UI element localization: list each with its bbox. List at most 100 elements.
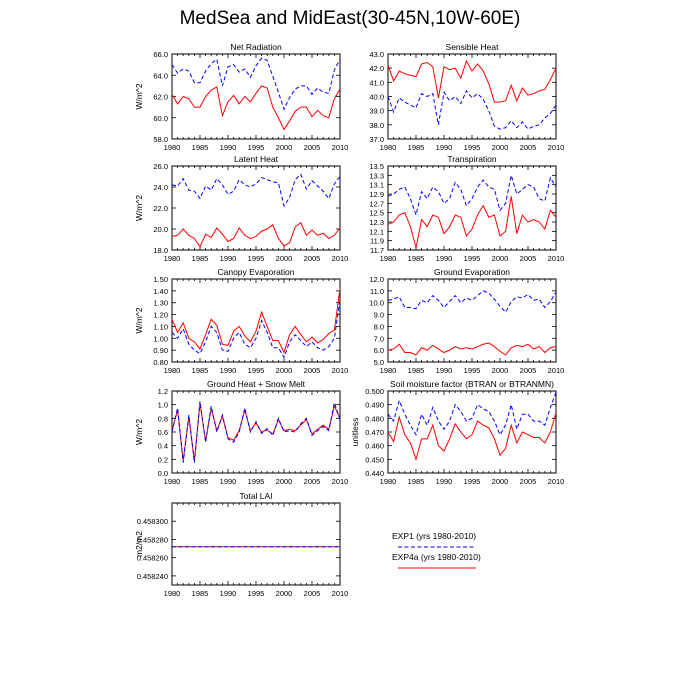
y-tick-label: 43.0 (369, 50, 384, 59)
x-tick-label: 2000 (276, 254, 293, 263)
x-tick-label: 2005 (304, 477, 321, 486)
x-tick-label: 1995 (248, 477, 265, 486)
x-tick-label: 1995 (248, 366, 265, 375)
panel-title: Transpiration (447, 154, 497, 164)
panel-title: Canopy Evaporation (217, 267, 294, 277)
series-line-exp4a (387, 59, 557, 103)
x-tick-label: 1985 (192, 254, 209, 263)
panel-title: Ground Evaporation (434, 267, 510, 277)
series-line-exp1 (171, 57, 341, 111)
x-tick-label: 1990 (220, 254, 237, 263)
x-tick-label: 2000 (276, 143, 293, 152)
x-tick-label: 2000 (276, 589, 293, 598)
x-tick-label: 1995 (248, 254, 265, 263)
x-tick-label: 2005 (520, 477, 537, 486)
x-tick-label: 1980 (164, 589, 181, 598)
x-tick-label: 1990 (436, 254, 453, 263)
y-tick-label: 37.0 (369, 135, 384, 144)
x-tick-label: 1985 (408, 254, 425, 263)
y-tick-label: 0.490 (365, 401, 384, 410)
x-tick-label: 2000 (492, 143, 509, 152)
y-tick-label: 60.0 (153, 114, 168, 123)
y-tick-label: 12.5 (369, 209, 384, 218)
legend-label-exp1: EXP1 (yrs 1980-2010) (392, 531, 476, 541)
x-tick-label: 2000 (276, 366, 293, 375)
x-tick-label: 2010 (332, 589, 349, 598)
panel-title: Latent Heat (234, 154, 279, 164)
x-tick-label: 1995 (464, 254, 481, 263)
panel-2: Sensible Heat 1980 1985 1990 1995 2000 2005 201… (369, 42, 564, 152)
y-tick-label: 13.5 (369, 162, 384, 171)
panel-5: Canopy Evaporation W/m^2 1980 1985 1990 1995 2… (134, 267, 348, 375)
y-tick-label: 0.80 (153, 358, 168, 367)
y-tick-label: 10.0 (369, 299, 384, 308)
x-tick-label: 2010 (548, 366, 565, 375)
x-tick-label: 1980 (380, 143, 397, 152)
legend: EXP1 (yrs 1980-2010) EXP4a (yrs 1980-2010… (392, 531, 481, 569)
y-tick-label: 0.500 (365, 387, 384, 396)
y-tick-label: 5.0 (374, 358, 384, 367)
panel-3: Latent Heat W/m^2 1980 1985 1990 1995 2000 2005… (134, 154, 348, 263)
y-tick-label: 12.1 (369, 227, 384, 236)
y-tick-label: 0.458280 (137, 535, 168, 544)
y-tick-label: 1.2 (158, 387, 168, 396)
panel-6: Ground Evaporation 1980 1985 1990 1995 2000 20… (369, 267, 564, 375)
y-tick-label: 22.0 (153, 204, 168, 213)
x-tick-label: 2010 (548, 143, 565, 152)
x-tick-label: 1985 (192, 477, 209, 486)
y-axis-label: W/m^2 (134, 83, 144, 109)
y-tick-label: 11.9 (370, 237, 384, 246)
y-tick-label: 0.6 (158, 428, 168, 437)
series-line-exp1 (171, 173, 341, 208)
y-tick-label: 0.470 (365, 428, 384, 437)
plot-frame (387, 53, 557, 140)
x-tick-label: 2000 (492, 477, 509, 486)
y-tick-label: 12.7 (369, 199, 384, 208)
x-tick-label: 1985 (192, 143, 209, 152)
y-tick-label: 0.458240 (137, 572, 168, 581)
x-tick-label: 1980 (380, 366, 397, 375)
x-tick-label: 2010 (332, 477, 349, 486)
panel-8: Soil moisture factor (BTRAN or BTRANMN) u… (350, 379, 564, 486)
y-tick-label: 11.7 (370, 246, 384, 255)
x-tick-label: 2005 (520, 366, 537, 375)
y-tick-label: 41.0 (369, 78, 384, 87)
y-tick-label: 1.20 (153, 311, 168, 320)
series-line-exp4a (387, 412, 557, 462)
y-tick-label: 1.50 (153, 275, 168, 284)
y-axis-label: m2/m2 (134, 531, 144, 557)
x-tick-label: 1990 (436, 143, 453, 152)
x-tick-label: 1995 (464, 366, 481, 375)
x-tick-label: 1995 (464, 477, 481, 486)
y-tick-label: 8.0 (374, 322, 384, 331)
y-axis-label: unitless (350, 418, 360, 447)
y-tick-label: 12.3 (369, 218, 384, 227)
plot-frame (387, 390, 557, 474)
panel-title: Soil moisture factor (BTRAN or BTRANMN) (390, 379, 554, 389)
y-tick-label: 1.0 (158, 401, 168, 410)
y-tick-label: 0.480 (365, 414, 384, 423)
series-line-exp4a (387, 196, 557, 248)
x-tick-label: 1990 (220, 143, 237, 152)
x-tick-label: 2010 (548, 254, 565, 263)
panel-title: Total LAI (239, 491, 272, 501)
x-tick-label: 1990 (436, 366, 453, 375)
plot-frame (387, 278, 557, 363)
x-tick-label: 1995 (248, 143, 265, 152)
plot-frame (171, 502, 341, 586)
y-tick-label: 42.0 (369, 64, 384, 73)
y-tick-label: 12.0 (369, 275, 384, 284)
x-tick-label: 2000 (492, 366, 509, 375)
series-line-exp4a (387, 342, 557, 356)
x-tick-label: 1985 (192, 589, 209, 598)
legend-label-exp4a: EXP4a (yrs 1980-2010) (392, 552, 481, 562)
panel-7: Ground Heat + Snow Melt W/m^2 1980 1985 1990… (134, 379, 348, 486)
x-tick-label: 1980 (164, 366, 181, 375)
x-tick-label: 2010 (548, 477, 565, 486)
y-tick-label: 9.0 (374, 311, 384, 320)
series-line-exp1 (171, 299, 341, 359)
x-tick-label: 2000 (276, 477, 293, 486)
y-tick-label: 0.440 (365, 469, 384, 478)
y-tick-label: 0.4 (158, 442, 168, 451)
y-axis-label: W/m^2 (134, 307, 144, 333)
